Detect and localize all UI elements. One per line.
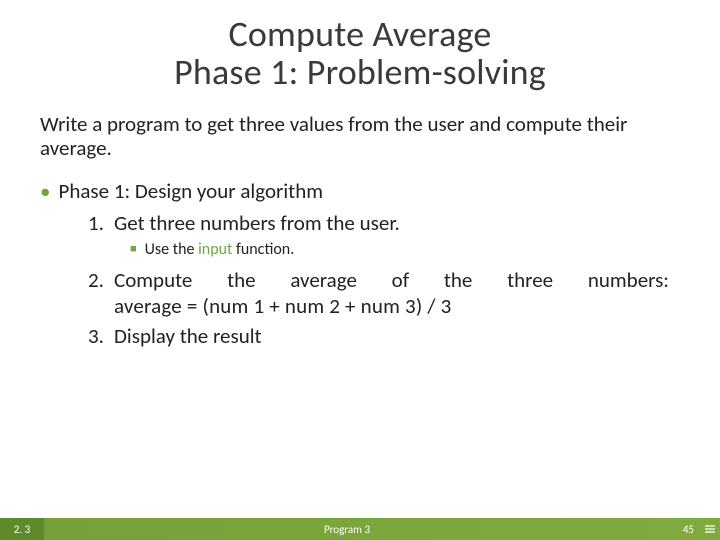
step-3: 3.Display the result: [88, 323, 680, 349]
sub1-post: function.: [232, 240, 294, 259]
intro-text: Write a program to get three values from…: [40, 112, 680, 160]
step-2-body: Compute the average of the three numbers…: [114, 267, 669, 319]
phase-text: Phase 1: Design your algorithm: [58, 178, 323, 204]
slide-title: Compute Average Phase 1: Problem-solving: [40, 16, 680, 92]
sub1-pre: Use the: [145, 240, 198, 259]
footer-bar: 2. 3 Program 3 45: [0, 518, 720, 540]
w7: numbers:: [588, 267, 669, 293]
title-line-2: Phase 1: Problem-solving: [40, 54, 680, 92]
footer-section-number: 2. 3: [0, 518, 44, 540]
step-2-justified-line: Compute the average of the three numbers…: [114, 267, 669, 293]
w4: of: [392, 267, 409, 293]
w5: the: [444, 267, 473, 293]
footer-page-number: 45: [650, 523, 700, 536]
w3: average: [290, 267, 357, 293]
w2: the: [227, 267, 256, 293]
bullet-dot-icon: •: [40, 178, 50, 204]
footer-program-label: Program 3: [44, 523, 650, 536]
step-1-number: 1.: [88, 210, 114, 236]
sub1-keyword: input: [198, 240, 232, 259]
step-1-text: Get three numbers from the user.: [114, 210, 400, 236]
slide: Compute Average Phase 1: Problem-solving…: [0, 0, 720, 540]
footer-menu-icon: [700, 525, 720, 533]
step-2: 2. Compute the average of the three numb…: [88, 267, 680, 319]
square-bullet-icon: ■: [130, 242, 137, 255]
step-2-formula: average = (num 1 + num 2 + num 3) / 3: [114, 293, 452, 319]
step-3-text: Display the result: [114, 323, 669, 349]
step-2-number: 2.: [88, 267, 114, 293]
hamburger-icon: [705, 525, 715, 533]
step-1: 1.Get three numbers from the user.: [88, 210, 680, 236]
phase-bullet-line: • Phase 1: Design your algorithm: [40, 178, 680, 204]
w6: three: [507, 267, 553, 293]
title-line-1: Compute Average: [40, 16, 680, 54]
step-1-subbullet: ■ Use the input function.: [130, 240, 680, 259]
step-3-number: 3.: [88, 323, 114, 349]
w1: Compute: [114, 267, 192, 293]
